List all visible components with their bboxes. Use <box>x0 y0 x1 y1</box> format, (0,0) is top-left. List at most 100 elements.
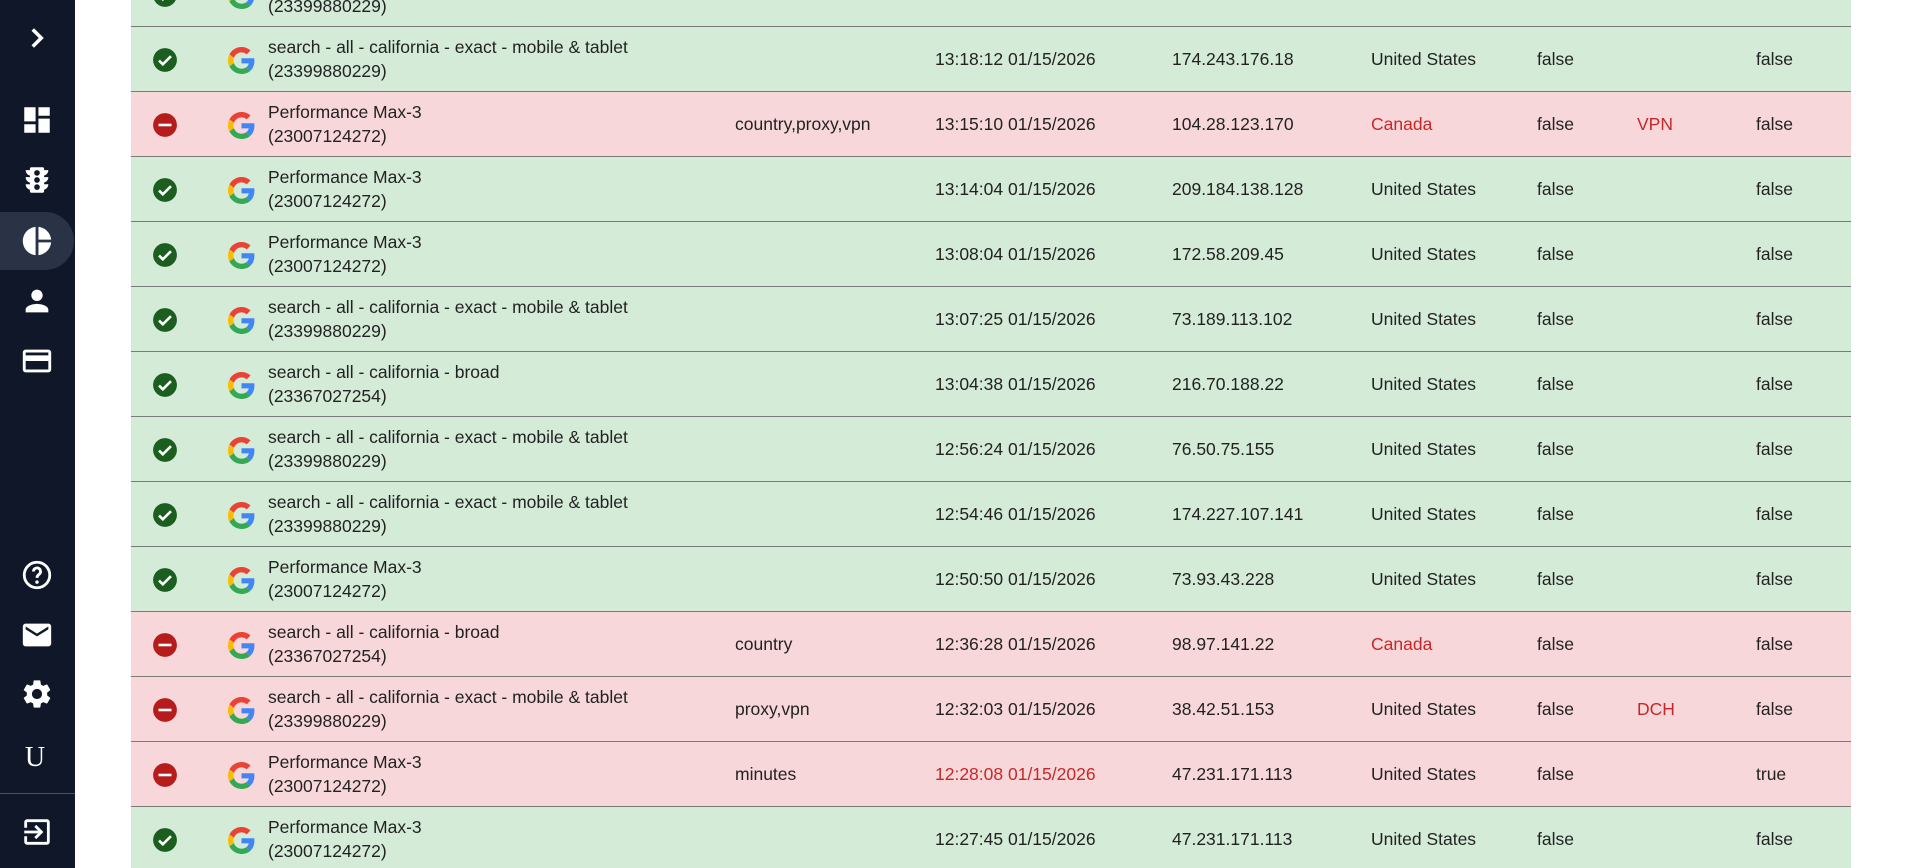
campaign-name: search - all - california - exact - mobi… <box>268 427 628 447</box>
time: 12:28:08 01/15/2026 <box>935 763 1096 784</box>
table-row[interactable]: search - all - california - exact - mobi… <box>131 482 1851 547</box>
table-row[interactable]: search - all - california - broad (233670… <box>131 352 1851 417</box>
table-row[interactable]: Performance Max-3 (23007124272) 12:27:45 0… <box>131 807 1851 868</box>
ip-address: 76.50.75.155 <box>1172 438 1275 459</box>
campaign-cell: Performance Max-3 (23007124272) <box>268 157 422 229</box>
campaign-id: (23399880229) <box>268 61 387 81</box>
country: Canada <box>1371 633 1433 654</box>
google-icon <box>228 762 255 789</box>
flag-b: false <box>1756 113 1793 134</box>
flag-a: false <box>1537 698 1574 719</box>
google-icon <box>228 697 255 724</box>
table-row[interactable]: Performance Max-3 (23007124272) 13:08:04 0… <box>131 222 1851 287</box>
table-row[interactable]: Performance Max-3 (23007124272) minutes 12:… <box>131 742 1851 807</box>
time: 12:50:50 01/15/2026 <box>935 568 1096 589</box>
google-icon <box>228 437 255 464</box>
google-icon <box>228 567 255 594</box>
analytics-icon[interactable] <box>20 224 54 258</box>
campaign-id: (23007124272) <box>268 841 387 861</box>
campaign-name: Performance Max-3 <box>268 232 422 252</box>
settings-icon[interactable] <box>20 677 54 711</box>
country: United States <box>1371 308 1477 329</box>
campaign-cell: Performance Max-3 (23007124272) <box>268 547 422 619</box>
country: United States <box>1371 828 1477 849</box>
flag-a: false <box>1537 568 1574 589</box>
sidebar: U <box>0 0 75 868</box>
campaign-cell: search - all - california - exact - mobi… <box>268 287 628 359</box>
campaign-id: (23007124272) <box>268 126 387 146</box>
status-icon <box>152 567 178 593</box>
table-row[interactable]: Performance Max-3 (23007124272) 13:14:04 0… <box>131 157 1851 222</box>
mail-icon[interactable] <box>20 618 54 652</box>
status-icon <box>152 827 178 853</box>
table-row[interactable]: Performance Max-3 (23007124272) 12:50:50 0… <box>131 547 1851 612</box>
country: United States <box>1371 503 1477 524</box>
ip-address: 209.184.138.128 <box>1172 178 1304 199</box>
ip-address: 172.58.209.45 <box>1172 243 1284 264</box>
campaign-name: search - all - california - broad <box>268 362 500 382</box>
country: Canada <box>1371 113 1433 134</box>
flag-b: false <box>1756 828 1793 849</box>
user-icon[interactable] <box>20 284 54 318</box>
campaign-id: (23007124272) <box>268 191 387 211</box>
ip-address: 38.42.51.153 <box>1172 698 1275 719</box>
campaign-cell: Performance Max-3 (23007124272) <box>268 807 422 868</box>
flag-a: false <box>1537 763 1574 784</box>
campaign-name: Performance Max-3 <box>268 167 422 187</box>
campaign-cell: search - all - california - exact - mobi… <box>268 417 628 489</box>
flag-a: false <box>1537 243 1574 264</box>
campaign-cell: search - all - california - exact - mobi… <box>268 27 628 99</box>
ip-address: 98.97.141.22 <box>1172 633 1275 654</box>
campaign-cell: Performance Max-3 (23007124272) <box>268 222 422 294</box>
campaign-name: search - all - california - exact - mobi… <box>268 37 628 57</box>
ip-address: 47.231.171.113 <box>1172 763 1293 784</box>
flag-a: false <box>1537 503 1574 524</box>
table-row[interactable]: search - all - california - exact - mobi… <box>131 287 1851 352</box>
time: 12:54:46 01/15/2026 <box>935 503 1096 524</box>
country: United States <box>1371 763 1477 784</box>
dashboard-icon[interactable] <box>20 103 54 137</box>
status-icon <box>152 0 178 8</box>
google-icon <box>228 502 255 529</box>
campaign-id: (23007124272) <box>268 776 387 796</box>
country: United States <box>1371 568 1477 589</box>
status-icon <box>152 177 178 203</box>
table-row[interactable]: Performance Max-3 (23007124272) country,pr… <box>131 92 1851 157</box>
status-icon <box>152 372 178 398</box>
status-icon <box>152 47 178 73</box>
help-icon[interactable] <box>20 558 54 592</box>
active-highlight <box>0 212 74 270</box>
campaign-id: (23367027254) <box>268 646 387 666</box>
campaign-cell: (23399880229) <box>268 0 387 34</box>
campaign-name: Performance Max-3 <box>268 752 422 772</box>
table-row[interactable]: search - all - california - broad (233670… <box>131 612 1851 677</box>
traffic-icon[interactable] <box>20 163 54 197</box>
flag-b: false <box>1756 633 1793 654</box>
campaign-name: search - all - california - exact - mobi… <box>268 687 628 707</box>
google-icon <box>228 0 254 9</box>
flag-b: false <box>1756 308 1793 329</box>
status-icon <box>152 242 178 268</box>
status-icon <box>152 307 178 333</box>
table-row[interactable]: search - all - california - exact - mobi… <box>131 677 1851 742</box>
logout-icon[interactable] <box>20 815 54 849</box>
google-icon <box>228 177 255 204</box>
billing-icon[interactable] <box>20 344 54 378</box>
proxy-type: VPN <box>1637 113 1673 134</box>
campaign-cell: search - all - california - broad (233670… <box>268 612 499 684</box>
expand-icon[interactable] <box>20 21 54 55</box>
ip-address: 174.243.176.18 <box>1172 48 1294 69</box>
flag-b: false <box>1756 698 1793 719</box>
status-icon <box>152 437 178 463</box>
campaign-id: (23007124272) <box>268 581 387 601</box>
country: United States <box>1371 243 1477 264</box>
table-row[interactable]: search - all - california - exact - mobi… <box>131 417 1851 482</box>
google-icon <box>228 372 255 399</box>
flag-a: false <box>1537 828 1574 849</box>
flag-a: false <box>1537 438 1574 459</box>
google-icon <box>228 112 255 139</box>
status-icon <box>152 502 178 528</box>
flag-b: false <box>1756 568 1793 589</box>
reasons: country,proxy,vpn <box>735 113 871 134</box>
table-row[interactable]: search - all - california - exact - mobi… <box>131 27 1851 92</box>
